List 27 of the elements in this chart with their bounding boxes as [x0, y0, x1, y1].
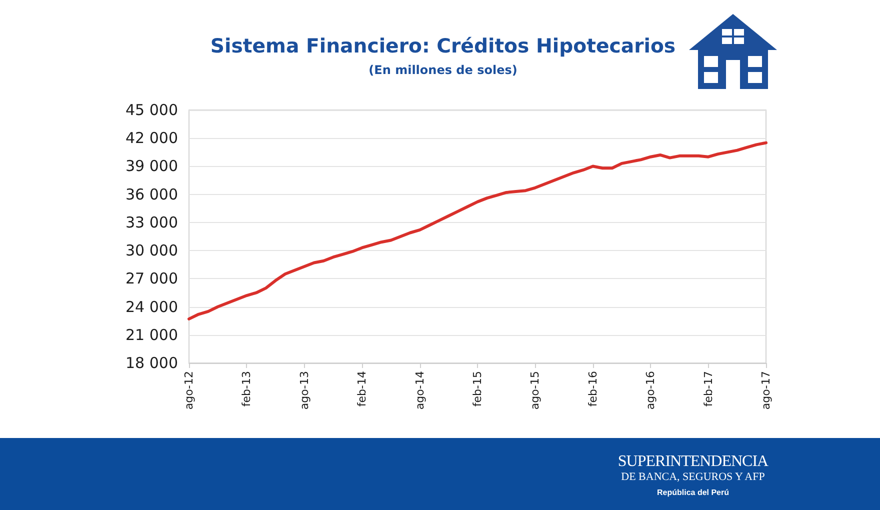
y-tick-label: 21 000 [126, 326, 178, 344]
y-tick-label: 39 000 [126, 157, 178, 176]
x-tick-label: feb-15 [471, 371, 484, 407]
y-tick-label: 36 000 [126, 185, 178, 204]
y-tick-label: 42 000 [126, 129, 178, 148]
x-tick-label: ago-16 [644, 371, 658, 410]
chart-title: Sistema Financiero: Créditos Hipotecarios [210, 34, 676, 58]
y-tick-label: 24 000 [126, 298, 178, 316]
y-tick-label: 27 000 [126, 270, 178, 288]
x-tick-label: ago-13 [298, 371, 311, 410]
x-tick-label: ago-12 [182, 371, 196, 410]
x-tick-label: feb-13 [240, 371, 254, 407]
text: DE BANCA, SEGUROS Y AFP [620, 471, 766, 483]
chart-subtitle: (En millones de soles) [368, 63, 518, 77]
x-tick-label: feb-14 [356, 371, 369, 407]
x-tick-label: feb-17 [702, 371, 715, 407]
text: SUPERINTENDENCIA [616, 453, 770, 470]
y-tick-label: 33 000 [126, 213, 178, 232]
y-tick-label: 45 000 [126, 101, 178, 119]
line-series [188, 141, 768, 320]
x-tick-label: ago-17 [760, 371, 772, 410]
x-tick-label: ago-14 [413, 371, 426, 410]
y-tick-label: 30 000 [126, 242, 178, 260]
y-tick-label: 18 000 [126, 354, 178, 372]
text: República del Perú [656, 488, 730, 497]
x-tick-label: ago-15 [528, 371, 542, 410]
x-tick-label: feb-16 [586, 371, 600, 407]
